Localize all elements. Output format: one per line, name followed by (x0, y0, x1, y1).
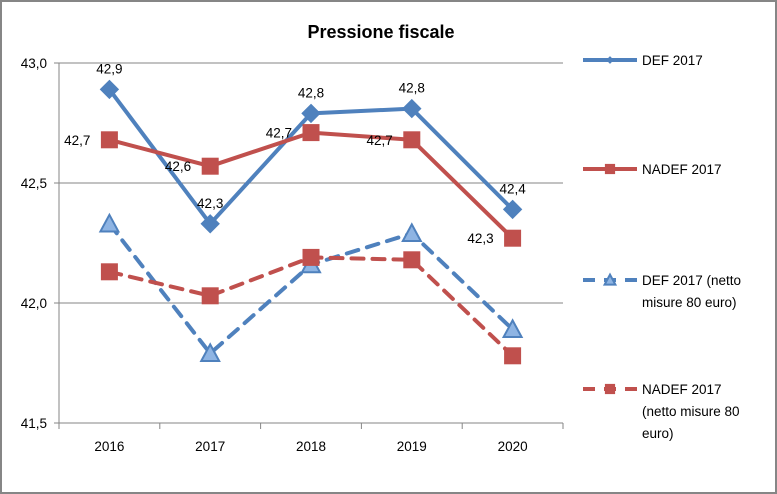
chart-title: Pressione fiscale (307, 22, 454, 42)
diamond-marker (200, 214, 220, 234)
series-def-2017 (99, 79, 523, 234)
y-axis-ticks: 41,5 42,0 42,5 43,0 (21, 56, 47, 431)
data-label: 42,7 (367, 133, 393, 148)
diamond-marker (301, 103, 321, 124)
x-tick-label: 2016 (94, 439, 124, 454)
y-tick-label: 42,0 (21, 296, 47, 311)
square-marker (604, 163, 616, 175)
legend-label: NADEF 2017 (642, 382, 722, 397)
legend-item: DEF 2017 (netto misure 80 euro) (583, 272, 741, 310)
legend-label: misure 80 euro) (642, 295, 737, 310)
y-tick-label: 41,5 (21, 416, 47, 431)
legend-label: DEF 2017 (642, 53, 703, 68)
triangle-marker (98, 212, 121, 233)
data-labels: 42,9 42,3 42,8 42,8 42,4 42,7 42,6 42,7 42,7 42,3 (64, 61, 526, 246)
x-tick-label: 2018 (296, 439, 326, 454)
data-label: 42,3 (197, 196, 223, 211)
data-label: 42,6 (165, 159, 191, 174)
y-tick-label: 43,0 (21, 56, 47, 71)
square-marker (403, 131, 421, 149)
axes (58, 63, 564, 429)
triangle-marker (501, 318, 524, 339)
square-marker (201, 157, 219, 175)
square-marker (302, 248, 320, 266)
data-label: 42,4 (499, 181, 526, 196)
data-label: 42,7 (266, 126, 292, 141)
data-label: 42,8 (298, 85, 324, 100)
data-label: 42,7 (64, 133, 90, 148)
legend-item: NADEF 2017 (netto misure 80 euro) (583, 382, 740, 441)
series-line (107, 221, 515, 356)
square-marker (504, 229, 522, 247)
x-tick-label: 2020 (498, 439, 528, 454)
series-nadef-2017 (100, 124, 522, 247)
legend-label: NADEF 2017 (642, 162, 722, 177)
series-nadef-2017-netto-misure-80-euro- (100, 248, 522, 365)
diamond-marker (99, 79, 120, 100)
square-marker (100, 263, 118, 281)
series-def-2017-netto-misure-80-euro- (98, 212, 524, 363)
x-tick-label: 2019 (397, 439, 427, 454)
y-tick-label: 42,5 (21, 176, 47, 191)
legend-item: DEF 2017 (583, 53, 703, 68)
x-tick-label: 2017 (195, 439, 225, 454)
square-marker (302, 124, 320, 142)
square-marker (100, 131, 118, 149)
diamond-marker (606, 56, 614, 64)
square-marker (201, 287, 219, 305)
legend-label: euro) (642, 426, 674, 441)
legend-label: DEF 2017 (netto (642, 273, 741, 288)
legend-label: (netto misure 80 (642, 404, 740, 419)
legend: DEF 2017 NADEF 2017 DEF 2017 (netto misure … (583, 53, 741, 441)
x-axis-ticks: 2016 2017 2018 2019 2020 (94, 439, 527, 454)
triangle-marker (401, 222, 423, 243)
square-marker (403, 251, 421, 269)
series-group (98, 79, 524, 365)
square-marker (604, 383, 616, 395)
diamond-marker (502, 199, 523, 220)
triangle-marker (199, 342, 221, 363)
legend-item: NADEF 2017 (583, 162, 722, 177)
data-label: 42,3 (467, 231, 493, 246)
data-label: 42,8 (399, 81, 425, 96)
square-marker (504, 347, 522, 365)
diamond-marker (402, 98, 422, 119)
triangle-marker (602, 272, 618, 286)
data-label: 42,9 (96, 61, 122, 76)
